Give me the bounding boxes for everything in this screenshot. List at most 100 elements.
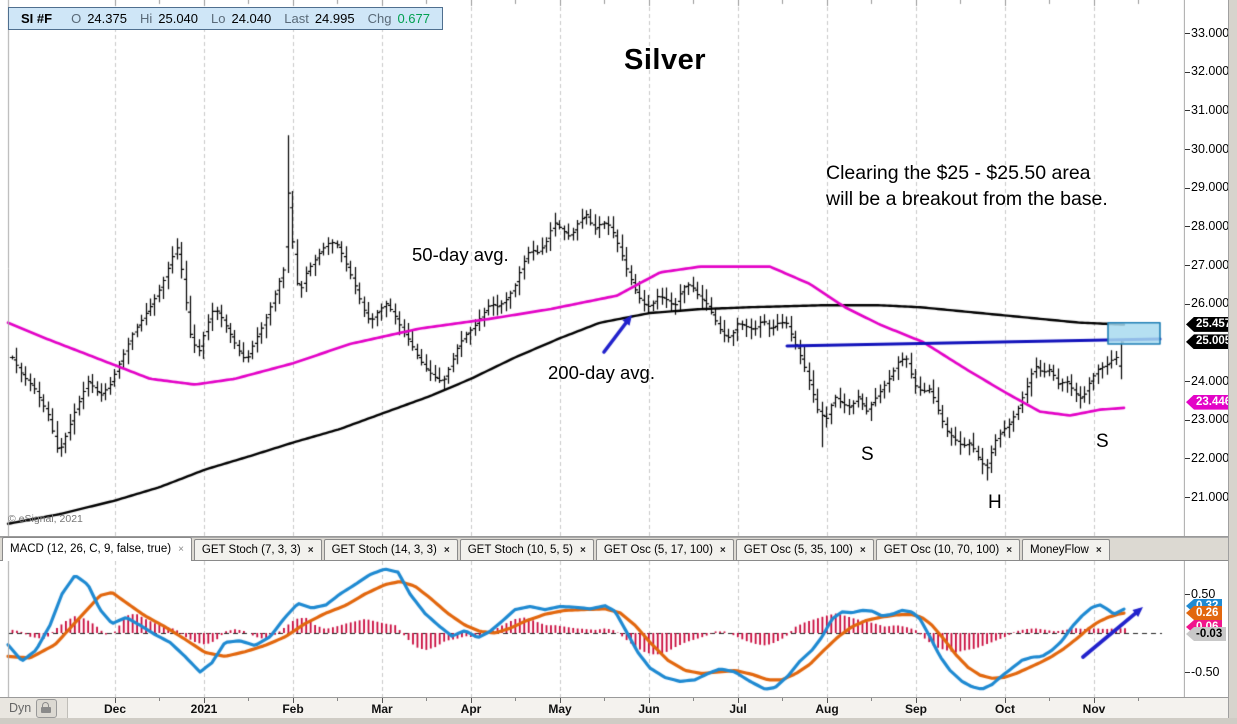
price-tick-label: 27.000 bbox=[1185, 258, 1229, 272]
axis-tick bbox=[738, 698, 739, 703]
price-tick-label: 32.000 bbox=[1185, 64, 1229, 78]
macd-tick-label: 0.50 bbox=[1185, 587, 1215, 601]
breakout-note-line2: will be a breakout from the base. bbox=[826, 188, 1108, 210]
tab-label: GET Osc (10, 70, 100) bbox=[883, 543, 1000, 556]
axis-minor-tick bbox=[426, 698, 427, 701]
tab-close-icon[interactable]: × bbox=[1095, 544, 1102, 556]
axis-tick bbox=[471, 698, 472, 703]
price-tick-label: 28.000 bbox=[1185, 219, 1229, 233]
month-label-jun: Jun bbox=[638, 702, 660, 716]
month-label-dec: Dec bbox=[103, 702, 127, 716]
dyn-label: Dyn bbox=[9, 701, 32, 715]
price-tick-label: 33.000 bbox=[1185, 26, 1229, 40]
indicator-tab-get-osc-10-70-100[interactable]: GET Osc (10, 70, 100) × bbox=[875, 539, 1021, 560]
esignal-watermark: © eSignal, 2021 bbox=[8, 513, 83, 525]
tick-mark bbox=[1185, 264, 1190, 266]
axis-minor-tick bbox=[515, 698, 516, 701]
price-tick-label: 23.000 bbox=[1185, 412, 1229, 426]
tab-label: GET Stoch (10, 5, 5) bbox=[467, 543, 573, 556]
lock-icon bbox=[42, 701, 50, 708]
price-tick-label: 26.000 bbox=[1185, 296, 1229, 310]
macd-value-tag--0.03: -0.03 bbox=[1186, 627, 1227, 641]
price-tag-25.005: 25.005 bbox=[1186, 334, 1236, 350]
axis-tick bbox=[204, 698, 205, 703]
dyn-control: Dyn bbox=[0, 698, 68, 718]
axis-tick bbox=[115, 698, 116, 703]
tab-close-icon[interactable]: × bbox=[178, 544, 184, 555]
tick-mark bbox=[1185, 496, 1190, 498]
panel-divider-top bbox=[0, 536, 1228, 537]
left-shoulder-label: S bbox=[861, 444, 874, 465]
indicator-tab-get-osc-5-35-100[interactable]: GET Osc (5, 35, 100) × bbox=[735, 539, 874, 560]
tab-label: GET Osc (5, 35, 100) bbox=[743, 543, 853, 556]
axis-minor-tick bbox=[871, 698, 872, 701]
tab-close-icon[interactable]: × bbox=[307, 544, 314, 556]
axis-minor-tick bbox=[1049, 698, 1050, 701]
indicator-tab-moneyflow[interactable]: MoneyFlow × bbox=[1022, 539, 1110, 560]
axis-tick bbox=[293, 698, 294, 703]
price-tick-label: 30.000 bbox=[1185, 142, 1229, 156]
window-bottom-edge bbox=[0, 718, 1237, 724]
axis-minor-tick bbox=[1138, 698, 1139, 701]
month-label-mar: Mar bbox=[371, 702, 393, 716]
head-label: H bbox=[988, 492, 1002, 513]
tick-mark bbox=[1185, 458, 1190, 460]
indicator-tab-get-stoch-7-3-3[interactable]: GET Stoch (7, 3, 3) × bbox=[193, 539, 322, 560]
tick-mark bbox=[1185, 32, 1190, 34]
indicator-tab-get-osc-5-17-100[interactable]: GET Osc (5, 17, 100) × bbox=[595, 539, 734, 560]
tab-close-icon[interactable]: × bbox=[859, 544, 866, 556]
month-label-jul: Jul bbox=[729, 702, 747, 716]
lock-icon-body bbox=[41, 706, 52, 713]
price-tick-label: 29.000 bbox=[1185, 180, 1229, 194]
tick-mark bbox=[1185, 226, 1190, 228]
tab-label: MoneyFlow bbox=[1030, 543, 1089, 556]
lock-button[interactable] bbox=[36, 698, 58, 718]
last-value: 24.995 bbox=[314, 11, 355, 26]
month-label-sep: Sep bbox=[904, 702, 928, 716]
tick-mark bbox=[1185, 303, 1190, 305]
tick-mark bbox=[1185, 148, 1190, 150]
high-label: Hi bbox=[139, 11, 153, 26]
month-label-feb: Feb bbox=[282, 702, 304, 716]
tab-close-icon[interactable]: × bbox=[443, 544, 450, 556]
right-shoulder-label: S bbox=[1096, 431, 1109, 452]
indicator-tab-macd-12-26-c-9-false-true[interactable]: MACD (12, 26, C, 9, false, true) × bbox=[2, 537, 192, 561]
low-value: 24.040 bbox=[231, 11, 272, 26]
price-axis: 33.000 32.000 31.000 30.000 29.000 28.000 27.0… bbox=[1185, 0, 1236, 718]
axis-tick bbox=[1005, 698, 1006, 703]
ma200-annotation: 200-day avg. bbox=[548, 362, 655, 383]
indicator-tab-get-stoch-14-3-3[interactable]: GET Stoch (14, 3, 3) × bbox=[323, 539, 458, 560]
macd-tick-label: -0.50 bbox=[1185, 665, 1220, 679]
axis-minor-tick bbox=[960, 698, 961, 701]
axis-tick bbox=[649, 698, 650, 703]
price-tick-label: 24.000 bbox=[1185, 374, 1229, 388]
price-tick-label: 22.000 bbox=[1185, 451, 1229, 465]
low-label: Lo bbox=[211, 11, 226, 26]
tick-mark bbox=[1185, 672, 1190, 674]
tick-mark bbox=[1185, 71, 1190, 73]
symbol-label: SI #F bbox=[21, 11, 53, 26]
tick-mark bbox=[1185, 419, 1190, 421]
tab-close-icon[interactable]: × bbox=[579, 544, 586, 556]
macd-value-tag-0.26: 0.26 bbox=[1186, 606, 1223, 620]
macd-panel-canvas[interactable] bbox=[0, 561, 1185, 697]
tab-close-icon[interactable]: × bbox=[1006, 544, 1013, 556]
axis-tick bbox=[560, 698, 561, 703]
last-label: Last bbox=[284, 11, 309, 26]
tick-mark bbox=[1185, 380, 1190, 382]
price-tag-23.446: 23.446 bbox=[1186, 394, 1236, 410]
month-label-apr: Apr bbox=[460, 702, 482, 716]
change-value: 0.677 bbox=[397, 11, 430, 26]
open-value: 24.375 bbox=[87, 11, 127, 26]
tick-mark bbox=[1185, 110, 1190, 112]
axis-minor-tick bbox=[782, 698, 783, 701]
month-label-may: May bbox=[548, 702, 572, 716]
axis-minor-tick bbox=[159, 698, 160, 701]
tab-close-icon[interactable]: × bbox=[719, 544, 726, 556]
indicator-tab-get-stoch-10-5-5[interactable]: GET Stoch (10, 5, 5) × bbox=[459, 539, 594, 560]
window-right-scrollbar[interactable] bbox=[1228, 0, 1237, 724]
tick-mark bbox=[1185, 594, 1190, 596]
main-price-chart-canvas[interactable] bbox=[0, 0, 1185, 537]
axis-minor-tick bbox=[693, 698, 694, 701]
